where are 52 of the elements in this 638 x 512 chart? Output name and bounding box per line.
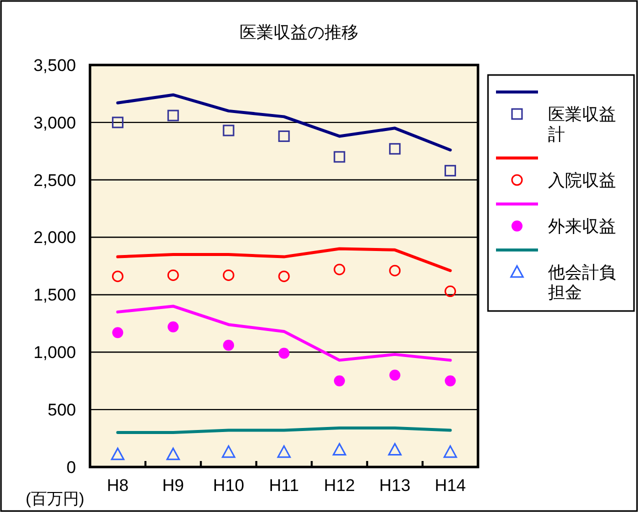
chart-title: 医業収益の推移 [240, 23, 358, 42]
y-tick-label: 0 [66, 458, 76, 477]
point [444, 375, 456, 386]
x-tick-label: H12 [324, 476, 356, 495]
x-tick-label: H10 [212, 476, 244, 495]
legend-label: 外来収益 [548, 217, 616, 236]
point [167, 269, 179, 281]
point [222, 445, 236, 458]
y-tick-label: 1,500 [33, 286, 76, 305]
point [389, 143, 401, 155]
point [110, 448, 124, 460]
line-series [116, 304, 452, 362]
line-series [116, 93, 452, 152]
point [222, 269, 234, 281]
point [167, 110, 179, 122]
y-tick-label: 2,000 [33, 228, 76, 248]
y-tick-label: 2,500 [33, 170, 76, 190]
point [334, 375, 345, 386]
point [112, 327, 124, 338]
point [222, 124, 234, 136]
legend-label: 医業収益計 [548, 105, 616, 144]
x-tick-label: H8 [106, 476, 129, 495]
x-tick-label: H14 [434, 476, 466, 495]
point [389, 370, 400, 381]
x-tick-label: H9 [162, 476, 184, 495]
point [334, 264, 346, 276]
line-series [116, 247, 452, 272]
legend-label: 他会計負担金 [548, 263, 616, 302]
y-tick-label: 3,500 [33, 56, 76, 75]
point [112, 116, 124, 128]
point [444, 164, 456, 176]
point [332, 443, 346, 456]
point [278, 270, 290, 282]
point [388, 443, 402, 456]
x-tick-label: H13 [379, 476, 410, 495]
y-tick-label: 1,000 [33, 343, 76, 362]
point [278, 130, 290, 142]
y-tick-label: 3,000 [33, 113, 76, 132]
y-tick-label: 500 [48, 400, 76, 420]
point [444, 445, 458, 458]
y-axis-title: (百万円) [26, 491, 84, 508]
x-tick-label: H11 [269, 476, 299, 495]
point [223, 340, 234, 351]
legend-label: 入院収益 [548, 171, 616, 190]
point [334, 151, 346, 163]
point [168, 321, 179, 332]
point [277, 445, 291, 458]
point [112, 270, 124, 282]
point [389, 264, 401, 276]
point [444, 286, 456, 298]
point [166, 448, 180, 460]
point [278, 348, 290, 359]
